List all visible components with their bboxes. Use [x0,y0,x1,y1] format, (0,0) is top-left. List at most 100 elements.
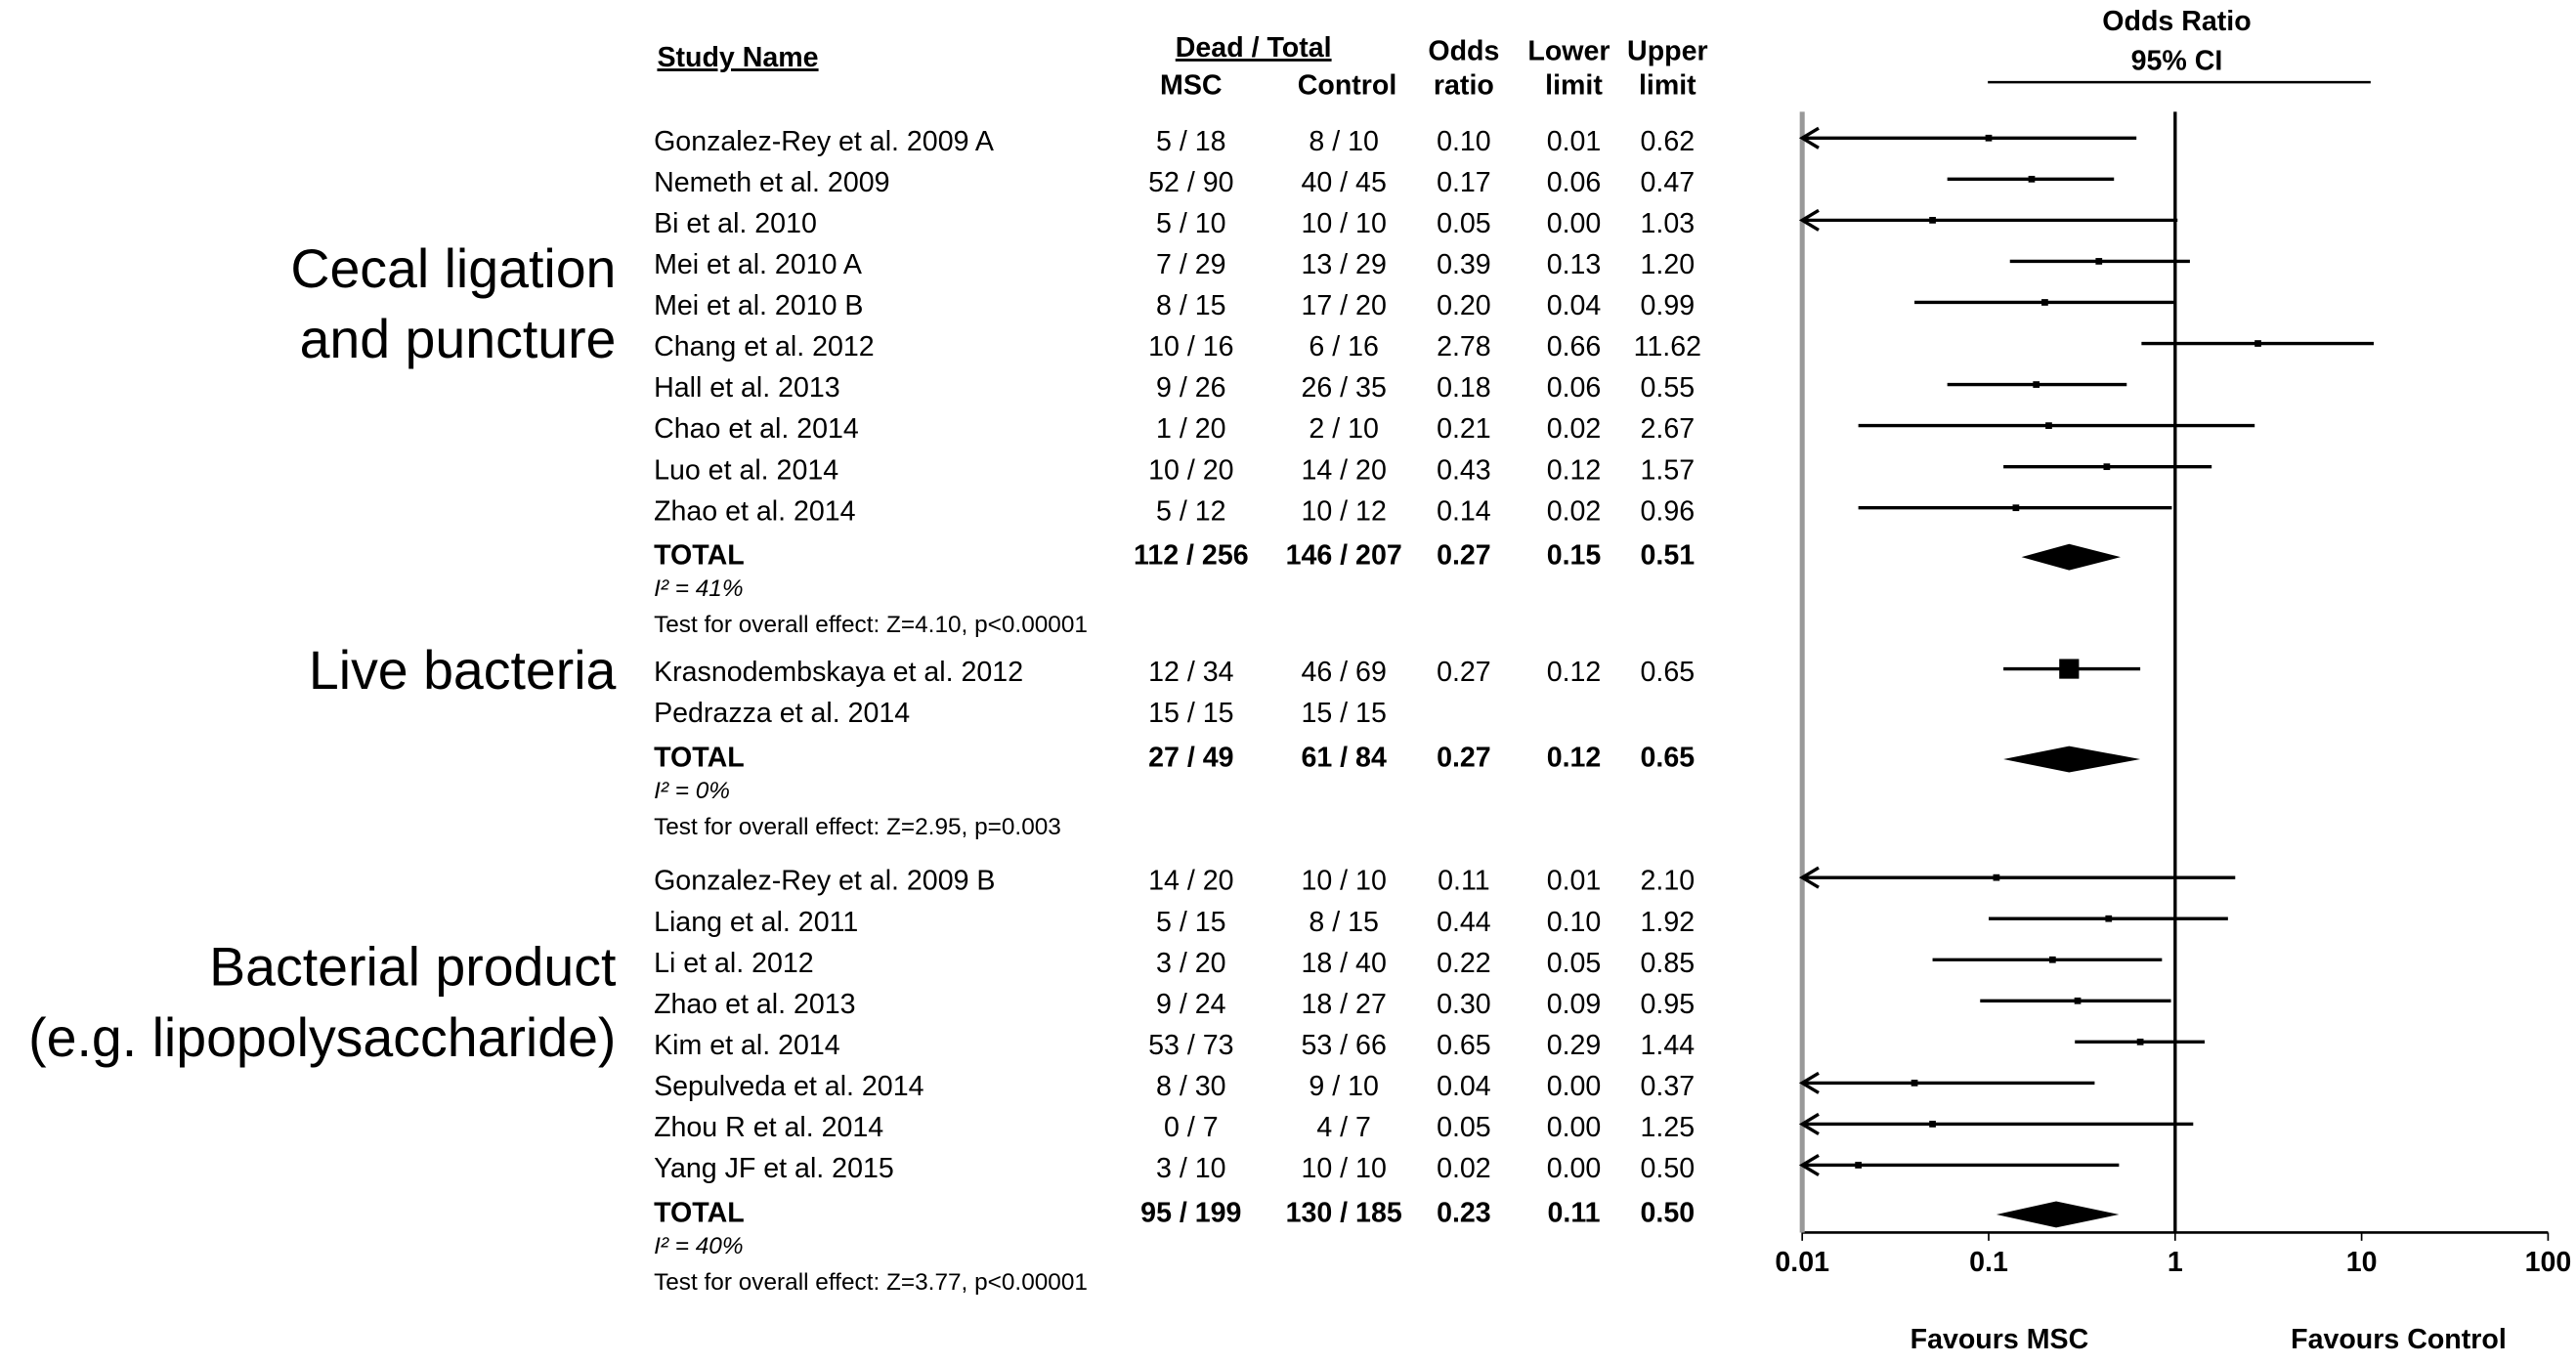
msc-count: 9 / 26 [1156,372,1225,404]
ci-arrow [1798,866,1820,889]
overall-test: Test for overall effect: Z=4.10, p<0.000… [654,612,1088,638]
effect-marker [2105,915,2113,922]
study-name: Zhao et al. 2013 [654,989,856,1020]
odds-ratio: 0.17 [1437,167,1491,198]
header-lower: limit [1545,70,1603,102]
control-count: 26 / 35 [1301,372,1386,404]
effect-marker [1993,874,2000,881]
lower-limit: 0.10 [1547,907,1602,938]
effect-marker [2059,659,2080,679]
group-label: Bacterial product [209,937,617,998]
effect-marker [2033,381,2040,388]
ci-arrow [1798,126,1820,149]
msc-count: 10 / 20 [1148,454,1233,486]
odds-ratio: 0.14 [1437,495,1491,527]
study-name: Zhao et al. 2014 [654,495,856,527]
effect-marker [2028,175,2036,183]
header-dead-total: Dead / Total [1176,32,1332,64]
odds-ratio: 0.11 [1438,866,1490,897]
lower-limit: 0.01 [1547,866,1602,897]
summary-diamond [2003,746,2141,773]
ci-arrow [1798,1153,1820,1177]
upper-limit: 0.95 [1641,989,1696,1020]
msc-count: 3 / 20 [1156,948,1225,979]
effect-marker [2103,463,2111,471]
study-name: Bi et al. 2010 [654,208,817,239]
odds-ratio: 0.20 [1437,290,1491,321]
study-name: Gonzalez-Rey et al. 2009 A [654,126,994,157]
study-name: Nemeth et al. 2009 [654,167,889,198]
upper-limit: 1.25 [1641,1112,1696,1143]
lower-limit: 0.04 [1547,290,1602,321]
control-count: 40 / 45 [1301,167,1386,198]
study-name: Gonzalez-Rey et al. 2009 B [654,866,995,897]
study-name: Yang JF et al. 2015 [654,1153,894,1184]
header-msc: MSC [1160,70,1223,102]
lower-limit: 0.00 [1547,208,1602,239]
msc-count: 10 / 16 [1148,331,1233,362]
msc-count: 27 / 49 [1148,743,1233,774]
msc-count: 7 / 29 [1156,249,1225,280]
summary-diamond [2021,543,2122,571]
header-or: ratio [1434,70,1494,102]
control-count: 53 / 66 [1301,1030,1386,1061]
study-name: Pedrazza et al. 2014 [654,698,910,729]
control-count: 130 / 185 [1286,1197,1402,1228]
ci-arrow [1798,208,1820,232]
lower-limit: 0.00 [1547,1153,1602,1184]
lower-limit: 0.12 [1547,743,1602,774]
msc-count: 53 / 73 [1148,1030,1233,1061]
x-tick-label: 100 [2525,1247,2572,1278]
control-count: 10 / 10 [1301,1153,1386,1184]
upper-limit: 0.37 [1641,1071,1696,1102]
upper-limit: 0.65 [1641,657,1696,688]
lower-limit: 0.12 [1547,454,1602,486]
msc-count: 12 / 34 [1148,657,1233,688]
lower-limit: 0.06 [1547,167,1602,198]
group-label: and puncture [300,309,617,369]
control-count: 61 / 84 [1301,743,1386,774]
study-name: Hall et al. 2013 [654,372,840,404]
msc-count: 8 / 30 [1156,1071,1225,1102]
control-count: 10 / 12 [1301,495,1386,527]
lower-limit: 0.02 [1547,413,1602,445]
msc-count: 9 / 24 [1156,989,1226,1020]
upper-limit: 0.85 [1641,948,1696,979]
msc-count: 112 / 256 [1134,540,1249,572]
msc-count: 5 / 12 [1156,495,1225,527]
lower-limit: 0.15 [1547,540,1602,572]
study-name: TOTAL [654,1197,745,1228]
control-count: 146 / 207 [1286,540,1402,572]
control-count: 17 / 20 [1301,290,1386,321]
effect-marker [1929,1121,1936,1128]
upper-limit: 0.51 [1641,540,1696,572]
favours-label: Favours Control [2291,1324,2507,1355]
control-count: 4 / 7 [1316,1112,1371,1143]
control-count: 18 / 40 [1301,948,1386,979]
control-count: 8 / 10 [1309,126,1378,157]
favours-label: Favours MSC [1911,1324,2089,1355]
msc-count: 5 / 18 [1156,126,1225,157]
lower-limit: 0.02 [1547,495,1602,527]
msc-count: 5 / 10 [1156,208,1225,239]
effect-marker [1911,1080,1918,1087]
control-count: 10 / 10 [1301,866,1386,897]
control-count: 18 / 27 [1301,989,1386,1020]
effect-marker [2095,258,2103,265]
effect-marker [2041,299,2048,306]
study-name: Liang et al. 2011 [654,907,858,938]
upper-limit: 0.47 [1641,167,1696,198]
heterogeneity: I² = 40% [654,1233,743,1259]
study-name: Krasnodembskaya et al. 2012 [654,657,1023,688]
upper-limit: 1.57 [1641,454,1696,486]
effect-marker [1985,134,1993,142]
study-name: Zhou R et al. 2014 [654,1112,883,1143]
control-count: 15 / 15 [1301,698,1386,729]
summary-diamond [1996,1201,2120,1228]
upper-limit: 1.20 [1641,249,1696,280]
upper-limit: 0.55 [1641,372,1696,404]
upper-limit: 1.03 [1641,208,1696,239]
msc-count: 0 / 7 [1164,1112,1219,1143]
odds-ratio: 0.65 [1437,1030,1491,1061]
